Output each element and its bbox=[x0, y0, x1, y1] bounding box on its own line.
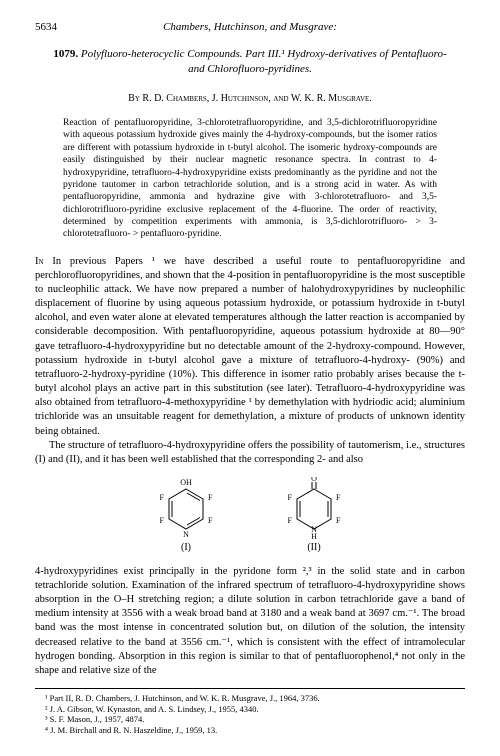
footnote-1: ¹ Part II, R. D. Chambers, J. Hutchinson… bbox=[35, 693, 465, 704]
footnote-2: ² J. A. Gibson, W. Kynaston, and A. S. L… bbox=[35, 704, 465, 715]
paragraph-2: The structure of tetrafluoro-4-hydroxypy… bbox=[35, 439, 465, 467]
structure-1-svg: OH F F F F N bbox=[157, 477, 215, 539]
page-number: 5634 bbox=[35, 20, 57, 35]
footnotes: ¹ Part II, R. D. Chambers, J. Hutchinson… bbox=[35, 688, 465, 736]
structure-2-label: (II) bbox=[285, 541, 343, 555]
svg-text:H: H bbox=[311, 532, 317, 539]
authors-line: By R. D. Chambers, J. Hutchinson, and W.… bbox=[35, 92, 465, 106]
body-text: In In previous Papers ¹ we have describe… bbox=[35, 255, 465, 468]
running-header: 5634 Chambers, Hutchinson, and Musgrave: bbox=[35, 20, 465, 35]
svg-text:F: F bbox=[336, 493, 341, 502]
structure-2: O F F F F N H (II) bbox=[285, 477, 343, 555]
paragraph-1: In In previous Papers ¹ we have describe… bbox=[35, 255, 465, 439]
svg-text:OH: OH bbox=[180, 478, 192, 487]
svg-text:F: F bbox=[160, 516, 165, 525]
structure-2-svg: O F F F F N H bbox=[285, 477, 343, 539]
chemical-structures: OH F F F F N (I) O F F F F N bbox=[35, 477, 465, 555]
svg-text:N: N bbox=[183, 530, 189, 539]
svg-text:F: F bbox=[288, 493, 293, 502]
page-container: 5634 Chambers, Hutchinson, and Musgrave:… bbox=[0, 0, 500, 756]
svg-text:O: O bbox=[311, 477, 317, 483]
abstract-block: Reaction of pentafluoropyridine, 3-chlor… bbox=[63, 117, 437, 240]
footnote-3: ³ S. F. Mason, J., 1957, 4874. bbox=[35, 714, 465, 725]
structure-1: OH F F F F N (I) bbox=[157, 477, 215, 555]
structure-1-label: (I) bbox=[157, 541, 215, 555]
title-text: Polyfluoro-heterocyclic Compounds. Part … bbox=[81, 48, 447, 75]
article-title: 1079. Polyfluoro-heterocyclic Compounds.… bbox=[53, 47, 447, 78]
body-text-continued: 4-hydroxypyridines exist principally in … bbox=[35, 565, 465, 678]
svg-text:F: F bbox=[160, 493, 165, 502]
svg-text:F: F bbox=[288, 516, 293, 525]
header-text: Chambers, Hutchinson, and Musgrave: bbox=[163, 21, 337, 33]
footnote-4: ⁴ J. M. Birchall and R. N. Haszeldine, J… bbox=[35, 725, 465, 736]
paragraph-3: 4-hydroxypyridines exist principally in … bbox=[35, 565, 465, 678]
svg-text:F: F bbox=[336, 516, 341, 525]
svg-text:F: F bbox=[208, 516, 213, 525]
svg-text:F: F bbox=[208, 493, 213, 502]
article-number: 1079. bbox=[53, 48, 78, 60]
